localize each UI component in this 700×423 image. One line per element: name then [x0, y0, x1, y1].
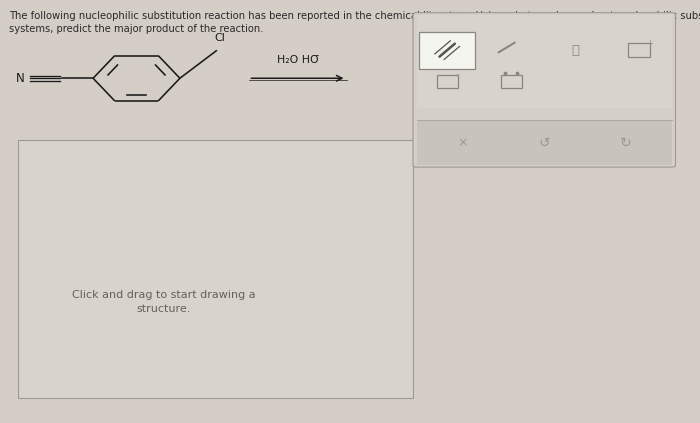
Text: The following nucleophilic substitution reaction has been reported in the chemic: The following nucleophilic substitution … [9, 11, 700, 34]
Bar [416, 120, 672, 165]
Text: Cl: Cl [214, 33, 225, 43]
Text: ↺: ↺ [538, 135, 550, 149]
Bar [437, 75, 458, 88]
Bar [500, 75, 522, 88]
Text: ↻: ↻ [620, 135, 632, 149]
Bar [419, 31, 475, 69]
Text: 🖐: 🖐 [571, 44, 579, 57]
FancyBboxPatch shape [413, 13, 676, 167]
Bar [416, 15, 672, 108]
Text: ×: × [457, 136, 468, 149]
Text: +: + [647, 39, 653, 48]
Text: N: N [16, 72, 25, 85]
Text: Click and drag to start drawing a
structure.: Click and drag to start drawing a struct… [72, 290, 256, 314]
Text: ⁻: ⁻ [456, 71, 460, 80]
Bar [18, 140, 413, 398]
Bar [628, 44, 650, 57]
Text: H₂O HO̅: H₂O HO̅ [276, 55, 318, 65]
